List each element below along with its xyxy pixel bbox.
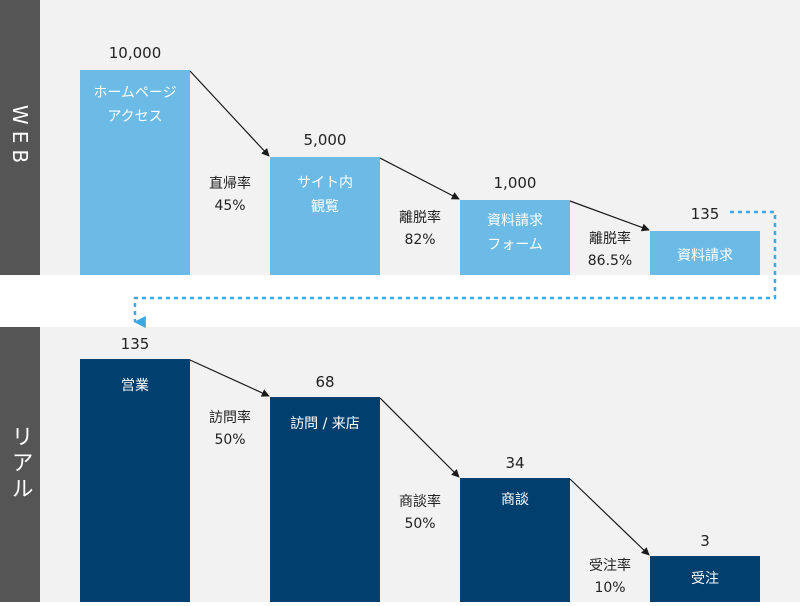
real-arrow-2: [379, 397, 460, 478]
web-rate-1-value: 45%: [214, 198, 245, 214]
web-bar-3-label: フォーム: [487, 237, 543, 253]
web-rate-3-value: 86.5%: [588, 253, 632, 269]
web-bar-3-value: 1,000: [494, 174, 537, 192]
real-funnel: 135 営業 68 訪問 / 来店 34 商談 3 受注 訪問率 50% 商談率 50% 受注率 10%: [80, 335, 760, 602]
web-bar-3: [460, 200, 570, 275]
real-bar-4: [650, 556, 760, 602]
real-bar-2-value: 68: [315, 373, 334, 391]
web-funnel: 10,000ホームページアクセス5,000サイト内観覧1,000資料請求フォーム…: [80, 44, 760, 275]
web-rate-2-value: 82%: [404, 232, 435, 248]
web-section-label: WEB: [8, 105, 32, 169]
real-rate-1-value: 50%: [214, 432, 245, 448]
real-arrow-3: [569, 478, 650, 556]
real-bar-2-label: 訪問 / 来店: [290, 416, 360, 432]
real-rate-2-label: 商談率: [399, 493, 441, 510]
real-bar-4-label: 受注: [691, 571, 719, 587]
real-bar-3-label: 商談: [501, 492, 529, 508]
real-bar-2: [270, 397, 380, 602]
web-bar-2-label: サイト内: [297, 175, 353, 191]
web-bar-2-value: 5,000: [304, 131, 347, 149]
web-bar-2: [270, 157, 380, 275]
web-rate-3-label: 離脱率: [589, 230, 631, 247]
web-rate-2-label: 離脱率: [399, 209, 441, 226]
web-bar-4-label: 資料請求: [677, 248, 733, 264]
web-bar-1-label: アクセス: [107, 109, 162, 125]
real-bar-3: [460, 478, 570, 602]
real-bar-4-value: 3: [700, 532, 710, 550]
real-bar-1-label: 営業: [121, 378, 149, 394]
web-bar-1-value: 10,000: [109, 44, 162, 62]
real-rate-3-value: 10%: [594, 580, 625, 596]
web-side-band: [0, 0, 40, 275]
real-bar-3-value: 34: [505, 454, 524, 472]
web-bar-4-value: 135: [691, 205, 720, 223]
web-bar-4: [650, 231, 760, 275]
web-bar-3-label: 資料請求: [487, 213, 543, 229]
web-arrow-1: [189, 70, 270, 157]
web-bar-1-label: ホームページ: [93, 85, 176, 101]
web-rate-1-label: 直帰率: [209, 175, 251, 192]
real-rate-3-label: 受注率: [589, 557, 631, 574]
dotted-connector: [133, 210, 777, 328]
web-arrow-2: [379, 157, 460, 200]
real-bar-1: [80, 359, 190, 602]
real-bar-1-value: 135: [121, 335, 150, 353]
real-section-label: リアル: [8, 425, 33, 503]
real-side-band: [0, 327, 40, 602]
real-arrow-1: [189, 359, 270, 397]
web-bar-2-label: 観覧: [311, 198, 339, 215]
web-arrow-3: [569, 200, 650, 232]
web-bar-1: [80, 70, 190, 275]
real-rate-2-value: 50%: [404, 516, 435, 532]
real-rate-1-label: 訪問率: [209, 409, 251, 426]
